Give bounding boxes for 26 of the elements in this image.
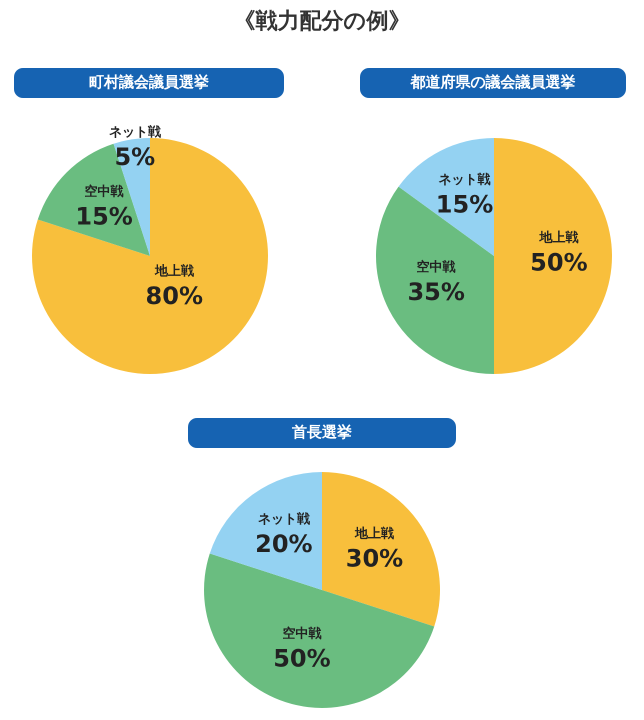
pie-slice [494,138,612,374]
pie-slice [376,186,494,374]
slice-label: 地上戦 [538,230,578,246]
chart-title: 町村議会議員選挙 [89,73,209,92]
data-label: 15% [75,202,133,231]
data-label: 15% [436,190,494,219]
slice-label: 空中戦 [282,625,322,642]
slice-label: 空中戦 [84,184,124,200]
pie-slice [210,472,322,590]
slice-label: ネット戦 [258,511,310,528]
data-label: 35% [407,278,465,306]
slice-label: 空中戦 [416,259,456,276]
data-label: 50% [273,644,331,672]
data-label: 30% [346,544,404,572]
data-label: 50% [530,248,588,277]
text: 《戦力配分の例》 [234,9,410,34]
slice-label: ネット戦 [108,124,161,140]
slice-label: 地上戦 [354,525,394,542]
chart-title: 都道府県の議会議員選挙 [410,73,576,92]
slice-label: ネット戦 [438,172,491,188]
pie-slice [322,472,440,626]
chart-title: 首長選挙 [291,423,352,442]
slice-label: 地上戦 [154,262,194,279]
data-label: 80% [146,282,203,310]
data-label: 20% [255,530,313,558]
pie-slice [32,138,268,374]
